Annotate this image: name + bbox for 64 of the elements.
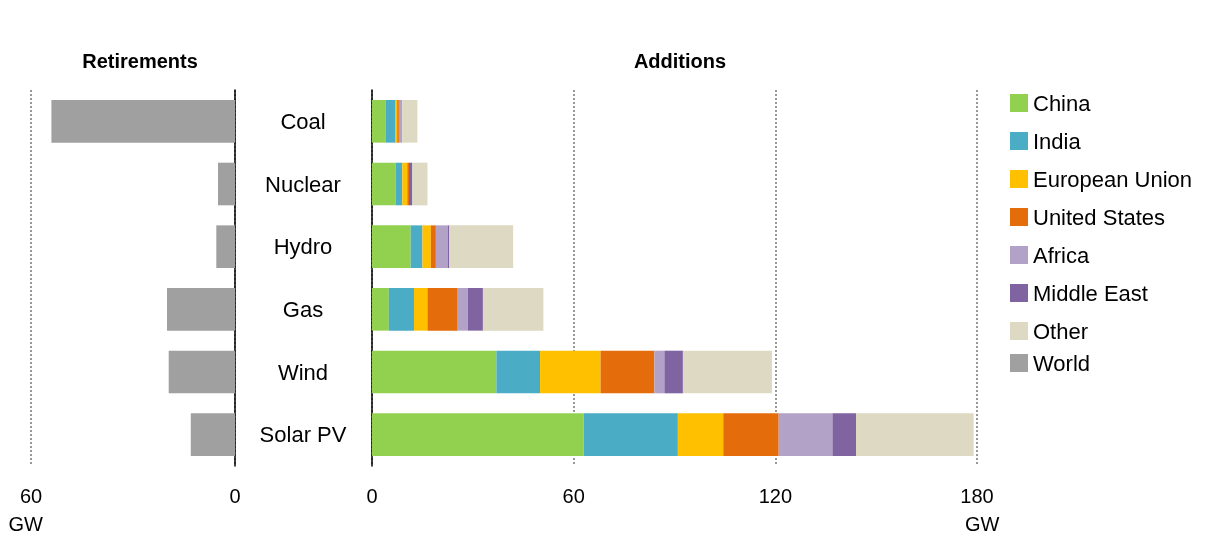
bar [218,162,235,206]
bar [435,225,448,268]
bar [372,162,396,206]
legend-label: United States [1033,204,1166,230]
bar [51,100,235,143]
bar [467,288,483,331]
legend-label: Africa [1033,242,1090,268]
bar [832,413,856,456]
bar [412,162,428,206]
bar [583,413,678,456]
bar [664,350,683,394]
y-tick-label: Coal [280,108,326,134]
x-tick-label: 180 [960,485,994,507]
bar [430,225,436,268]
bar [449,225,514,268]
legend-label: India [1033,128,1082,154]
y-tick-label: Hydro [273,234,333,260]
bar [682,350,772,394]
bar [372,288,389,331]
bar [482,288,544,331]
y-tick-label: Gas [282,296,324,322]
bar [677,413,724,456]
bar [414,288,428,331]
y-tick-label: Solar PV [259,422,347,448]
x-tick-label: 120 [758,485,793,507]
x-tick-label: 0 [366,485,378,507]
y-tick-label: Wind [277,359,329,385]
bar [388,288,415,331]
bar [427,288,458,331]
chart-title: Additions [633,50,727,72]
bar [540,350,601,394]
bar [190,413,235,456]
legend-label: Middle East [1033,280,1148,306]
bar [398,100,403,143]
bar [372,100,386,143]
bar [723,413,779,456]
bar [422,225,431,268]
bar [372,413,584,456]
bar [457,288,468,331]
x-tick-label: 60 [19,485,43,507]
bar [410,225,423,268]
bar [385,100,396,143]
bar [216,225,235,268]
bar [372,350,497,394]
legend-label: China [1033,90,1092,116]
legend-label: World [1033,350,1091,376]
legend-label: European Union [1033,166,1193,192]
chart-title: Retirements [82,50,198,72]
bar [372,225,411,268]
bar [167,288,235,331]
bar [402,100,418,143]
bar [856,413,974,456]
x-tick-label: 60 [562,485,585,507]
bar [402,162,408,206]
legend-label: Other [1033,318,1089,344]
bar [496,350,541,394]
x-tick-label: 0 [229,485,241,507]
y-tick-label: Nuclear [265,171,341,197]
bar [600,350,655,394]
bar [654,350,665,394]
bar [168,350,235,394]
x-axis-title: GW [965,513,1000,535]
bar [778,413,833,456]
x-axis-title: GW [8,513,44,535]
